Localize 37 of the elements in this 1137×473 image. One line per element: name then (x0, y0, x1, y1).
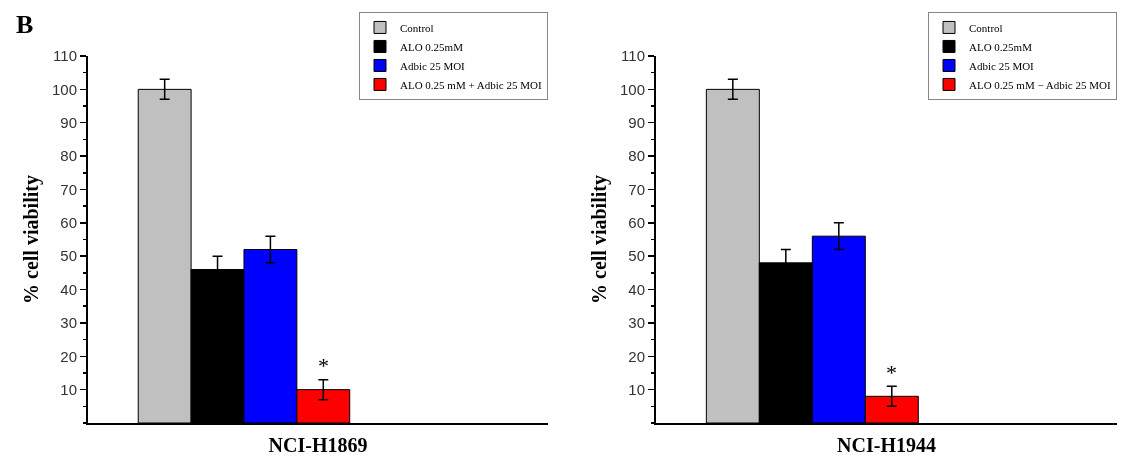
y-tick-label: 50 (628, 247, 645, 265)
y-tick-label: 10 (628, 380, 645, 398)
legend-label: Adbic 25 MOI (969, 59, 1035, 72)
x-axis-title: NCI-H1869 (268, 434, 368, 457)
text: B (16, 10, 34, 39)
y-tick-label: 70 (60, 180, 77, 198)
y-axis-title: % cell viability (19, 175, 43, 304)
x-axis-title: NCI-H1944 (837, 434, 936, 457)
y-tick-label: 110 (621, 47, 645, 65)
y-tick-label: 10 (60, 380, 77, 398)
annotation: * (886, 360, 897, 385)
legend-label: ALO 0.25mM (400, 40, 464, 53)
y-tick-label: 90 (60, 113, 77, 131)
legend-label: ALO 0.25 mM − Adbic 25 MOI (969, 78, 1111, 91)
y-tick-label: 80 (628, 147, 645, 165)
y-tick-label: 20 (628, 347, 645, 365)
y-tick-label: 70 (628, 180, 645, 198)
y-tick-label: 50 (60, 247, 77, 265)
legend-label: Control (400, 21, 434, 34)
y-tick-label: 100 (619, 80, 645, 98)
legend-label: Adbic 25 MOI (400, 59, 466, 72)
y-tick-label: 60 (628, 214, 645, 232)
legend-label: ALO 0.25 mM + Adbic 25 MOI (400, 78, 542, 91)
y-tick-label: 40 (628, 280, 645, 298)
y-tick-label: 80 (60, 147, 77, 165)
y-axis-title: % cell viability (587, 175, 611, 304)
y-tick-label: 30 (60, 314, 77, 332)
y-tick-label: 40 (60, 280, 77, 298)
legend-label: Control (969, 21, 1003, 34)
y-tick-label: 110 (53, 47, 77, 65)
y-tick-label: 100 (51, 80, 77, 98)
legend-label: ALO 0.25mM (969, 40, 1033, 53)
y-tick-label: 30 (628, 314, 645, 332)
y-tick-label: 60 (60, 214, 77, 232)
y-tick-label: 20 (60, 347, 77, 365)
y-tick-label: 90 (628, 113, 645, 131)
annotation: * (318, 353, 329, 378)
